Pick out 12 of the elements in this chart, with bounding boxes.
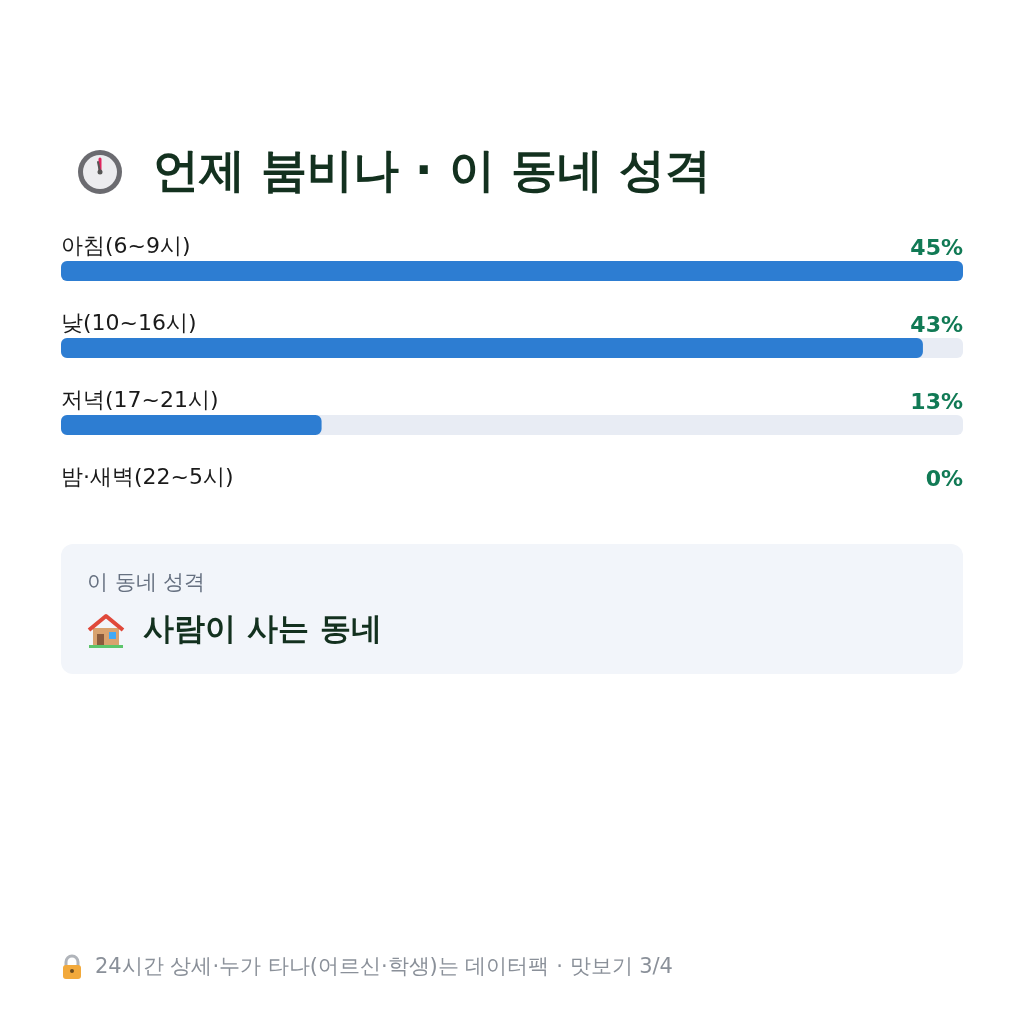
chart-title: 언제 붐비나 · 이 동네 성격: [153, 142, 711, 199]
text: 이 동네 성격: [87, 569, 206, 596]
y-tick-label: 아침(6~9시): [61, 232, 191, 258]
y-tick-label: 저녁(17~21시): [61, 386, 219, 412]
data-label: 45%: [910, 234, 963, 260]
y-tick-label: 밤·새벽(22~5시): [61, 463, 234, 489]
text: 24시간 상세·누가 타나(어르신·학생)는 데이터팩 · 맛보기 3/4: [95, 954, 673, 978]
text: 사람이 사는 동네: [143, 610, 382, 646]
y-tick-label: 낮(10~16시): [61, 309, 197, 335]
data-label: 0%: [925, 465, 963, 491]
data-label: 13%: [910, 388, 963, 414]
data-label: 43%: [910, 311, 963, 337]
